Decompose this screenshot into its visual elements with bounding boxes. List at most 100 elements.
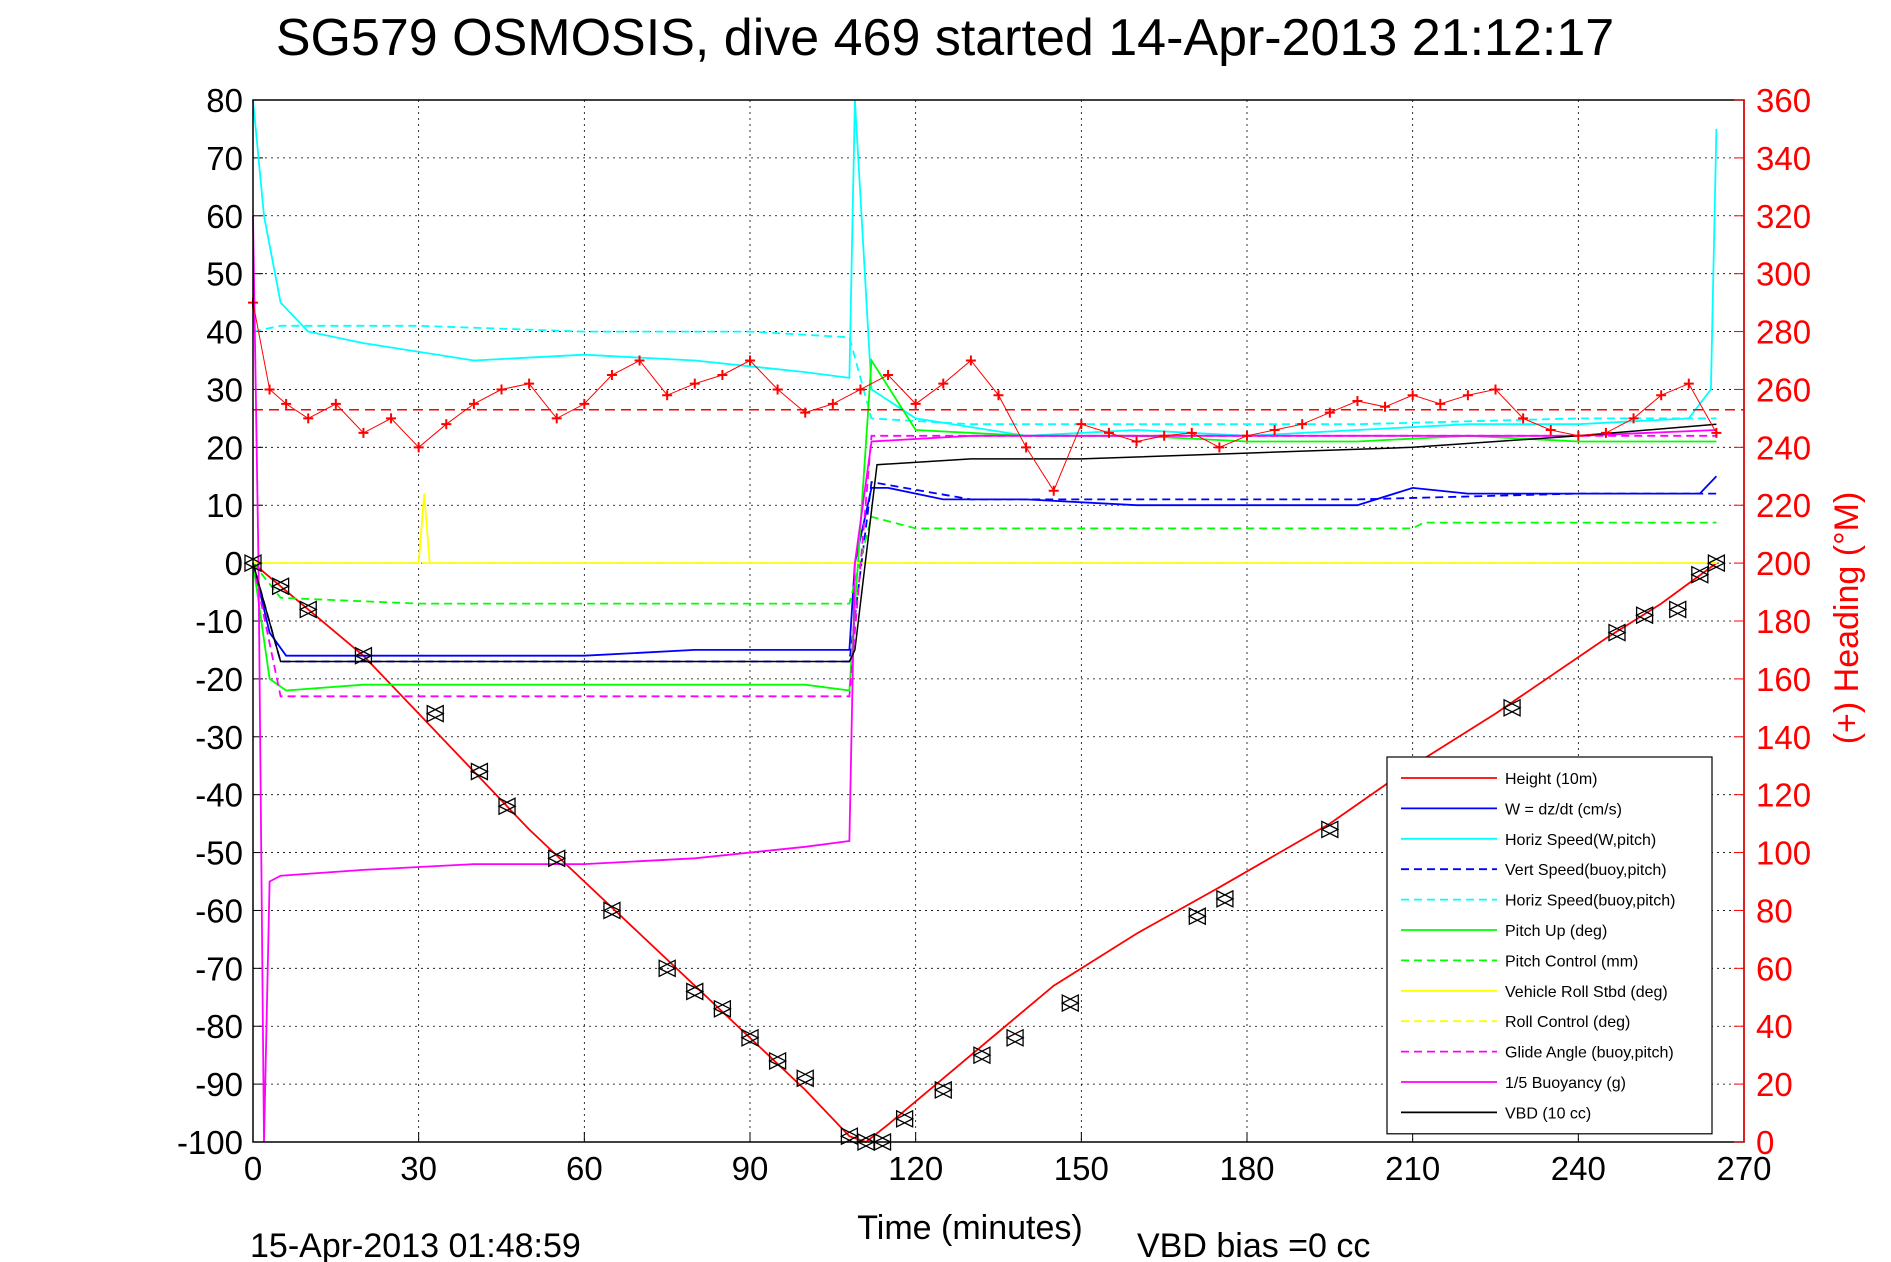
y-tick-label: -100: [177, 1124, 243, 1161]
heading-point: [606, 369, 617, 380]
y2-tick-label: 320: [1756, 198, 1811, 235]
heading-point: [772, 384, 783, 395]
y2-tick-label: 160: [1756, 661, 1811, 698]
heading-point: [358, 427, 369, 438]
y2-tick-label: 40: [1756, 1008, 1793, 1045]
x-tick-label: 150: [1054, 1150, 1109, 1187]
height-marker-left: [1187, 907, 1206, 926]
heading-point: [303, 413, 314, 424]
series-line-3: [252, 481, 1717, 663]
series-line-11: [252, 423, 1717, 663]
height-marker-left: [547, 849, 566, 868]
heading-point: [717, 369, 728, 380]
height-marker-right: [713, 999, 732, 1018]
height-marker-left: [298, 600, 317, 619]
height-marker-left: [497, 797, 516, 816]
height-marker-left: [1215, 889, 1234, 908]
series-line-9: [252, 434, 1717, 698]
heading-point: [1324, 407, 1335, 418]
height-marker-left: [972, 1046, 991, 1065]
end-time: 15-Apr-2013 01:48:59: [250, 1227, 581, 1262]
heading-trace: [252, 302, 1717, 492]
legend-label: Glide Angle (buoy,pitch): [1505, 1045, 1674, 1062]
series-line-7: [253, 493, 1717, 564]
heading-point: [1076, 419, 1087, 430]
heading-point: [689, 378, 700, 389]
x-tick-label: 180: [1219, 1150, 1274, 1187]
heading-point: [1435, 398, 1446, 409]
chart-title: SG579 OSMOSIS, dive 469 started 14-Apr-2…: [276, 9, 1614, 67]
height-marker-left: [1706, 554, 1726, 573]
series-line-5: [252, 357, 1717, 692]
series-line-2: [252, 99, 1718, 437]
y-tick-label: -10: [195, 603, 243, 640]
heading-point: [883, 369, 894, 380]
y-tick-label: 0: [225, 545, 243, 582]
height-marker-left: [768, 1051, 787, 1071]
heading-point: [496, 384, 507, 395]
heading-point: [1600, 427, 1611, 438]
heading-point: [1242, 430, 1252, 441]
heading-point: [800, 407, 811, 418]
heading-point: [468, 398, 479, 409]
height-marker-right: [768, 1051, 788, 1071]
height-marker-left: [1060, 994, 1079, 1013]
heading-point: [993, 390, 1004, 401]
height-marker-left: [740, 1028, 759, 1047]
legend: Height (10m) W = dz/dt (cm/s) Horiz Speed(…: [1386, 756, 1713, 1135]
y-tick-label: 70: [206, 140, 243, 177]
heading-point: [1628, 413, 1639, 424]
height-marker-left: [1668, 600, 1687, 619]
y-tick-label: 80: [206, 82, 243, 119]
x-tick-label: 120: [888, 1150, 943, 1187]
y2-tick-label: 20: [1756, 1066, 1793, 1103]
heading-point: [264, 384, 275, 395]
legend-label: Height (10m): [1505, 771, 1597, 788]
height-marker-right: [1006, 1028, 1025, 1047]
legend-label: Pitch Up (deg): [1505, 923, 1607, 940]
heading-point: [1407, 390, 1418, 401]
x-tick-label: 30: [400, 1150, 437, 1187]
height-marker-right: [895, 1109, 915, 1128]
heading-point: [1380, 401, 1391, 412]
heading-layer: [248, 297, 1744, 496]
y2-tick-label: 220: [1756, 487, 1811, 524]
heading-point: [330, 398, 341, 409]
legend-label: Horiz Speed(W,pitch): [1505, 832, 1656, 849]
vbd-bias: VBD bias =0 cc: [1137, 1227, 1370, 1262]
heading-point: [1545, 424, 1556, 435]
y2-tick-label: 280: [1756, 314, 1811, 351]
y2-axis-label: (+) Heading (°M): [1828, 492, 1866, 745]
y2-tick-label: 120: [1756, 777, 1811, 814]
y-tick-label: 60: [206, 198, 243, 235]
y2-tick-label: 80: [1756, 892, 1793, 929]
y2-tick-label: 0: [1756, 1124, 1774, 1161]
y-tick-label: 30: [206, 371, 243, 408]
y-tick-label: -80: [195, 1008, 243, 1045]
heading-point: [413, 442, 424, 453]
heading-point: [1269, 424, 1280, 435]
legend-box: [1386, 756, 1713, 1135]
heading-point: [1021, 442, 1032, 453]
y2-tick-label: 100: [1756, 835, 1811, 872]
y2-tick-label: 240: [1756, 429, 1811, 466]
height-marker-left: [685, 982, 704, 1001]
legend-label: Pitch Control (mm): [1505, 953, 1638, 970]
heading-point: [965, 355, 976, 366]
heading-point: [524, 378, 535, 389]
heading-point: [745, 355, 755, 366]
heading-point: [386, 413, 397, 424]
tick-labels: 0 30 60 90 120 150 180 210 240 270 80 70 60 50 40 30 20 1…: [177, 82, 1811, 1187]
height-marker-right: [1669, 600, 1688, 619]
heading-point: [1711, 427, 1722, 438]
height-marker-left: [1635, 606, 1654, 625]
y-tick-label: -30: [195, 719, 243, 756]
heading-point: [634, 355, 645, 366]
height-marker-left: [425, 704, 444, 723]
legend-label: Horiz Speed(buoy,pitch): [1505, 893, 1675, 910]
height-marker-left: [469, 762, 489, 781]
legend-label: Roll Control (deg): [1505, 1014, 1630, 1031]
heading-point: [281, 398, 292, 409]
y-tick-label: 50: [206, 256, 243, 293]
